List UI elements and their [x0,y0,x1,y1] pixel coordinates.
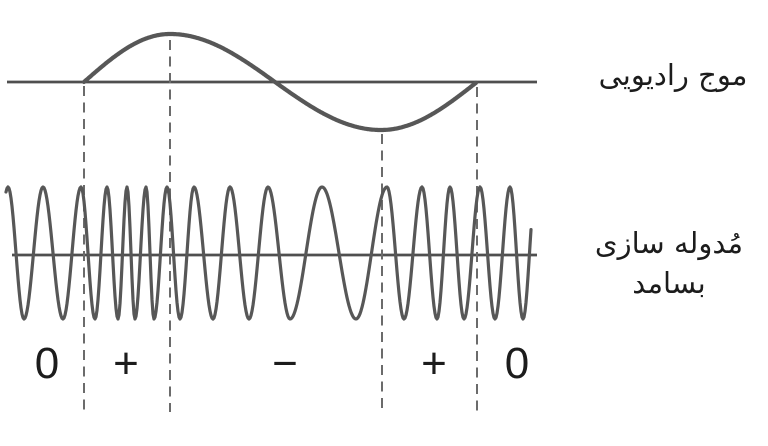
message-wave-path [81,31,479,133]
region-boundary-dashed-lines [83,40,478,412]
region-symbol-plus-right: + [421,339,447,388]
radio-wave-label: موج رادیویی [598,58,748,92]
carrier-wave-path [4,185,533,321]
region-symbol-zero-left: 0 [34,339,60,388]
frequency-modulation-label-line2: بسامد [632,266,706,300]
frequency-modulation-label-line1: مُدوله سازی [594,226,744,260]
region-symbol-plus-left: + [113,339,139,388]
region-symbol-minus: − [272,339,298,388]
frequency-modulation-label: مُدوله سازی بسامد [564,223,768,303]
region-symbol-zero-right: 0 [504,339,530,388]
